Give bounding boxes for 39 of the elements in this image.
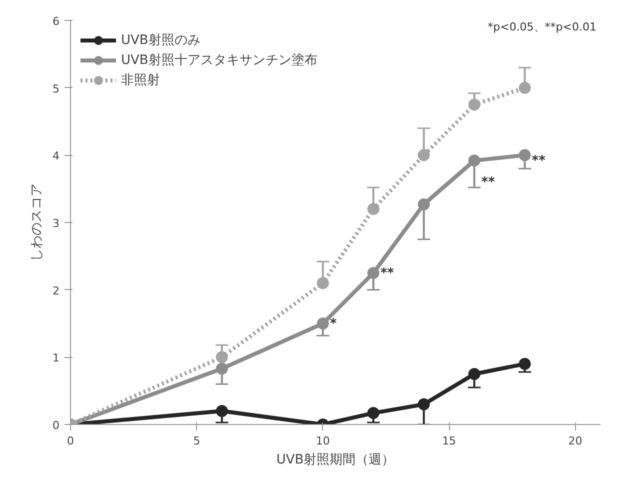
- point: [518, 358, 531, 370]
- annotation: *: [330, 316, 337, 332]
- y-tick-label: 6: [52, 15, 60, 28]
- point: [518, 82, 531, 94]
- point: [367, 267, 380, 279]
- point: [468, 154, 480, 167]
- x-tick-label: 5: [193, 434, 200, 448]
- point: [216, 405, 228, 418]
- point: [367, 407, 380, 420]
- y-tick-label: 0: [52, 419, 60, 432]
- legend-label: 非照射: [121, 72, 160, 89]
- annotation: **: [380, 266, 394, 281]
- x-tick-label: 0: [67, 434, 74, 448]
- point: [418, 398, 430, 410]
- annotation: **: [532, 154, 546, 169]
- annotation: **: [481, 175, 496, 190]
- point: [367, 203, 380, 216]
- legend-label: UVB射照のみ: [121, 32, 200, 49]
- point: [216, 362, 228, 375]
- x-tick-label: 10: [316, 434, 330, 448]
- point: [468, 98, 480, 111]
- x-tick-label: 20: [568, 434, 582, 448]
- y-tick-label: 1: [52, 352, 60, 365]
- point: [216, 351, 228, 364]
- y-tick-label: 5: [52, 82, 60, 96]
- annotation: *p<0.05、**p<0.01: [488, 20, 597, 34]
- point: [418, 198, 430, 210]
- point: [316, 277, 329, 290]
- point: [518, 149, 531, 162]
- point: [316, 318, 329, 330]
- y-tick-label: 3: [52, 217, 60, 230]
- point: [418, 149, 430, 162]
- y-tick-label: 2: [52, 284, 60, 298]
- x-axis-title: UVB射照期間（週）: [276, 452, 395, 468]
- legend-label: UVB射照十アスタキサンチン塗布: [121, 52, 318, 69]
- y-tick-label: 4: [52, 150, 60, 163]
- y-axis-title: しわのスコア: [30, 184, 44, 262]
- x-tick-label: 15: [442, 434, 456, 448]
- point: [468, 368, 480, 380]
